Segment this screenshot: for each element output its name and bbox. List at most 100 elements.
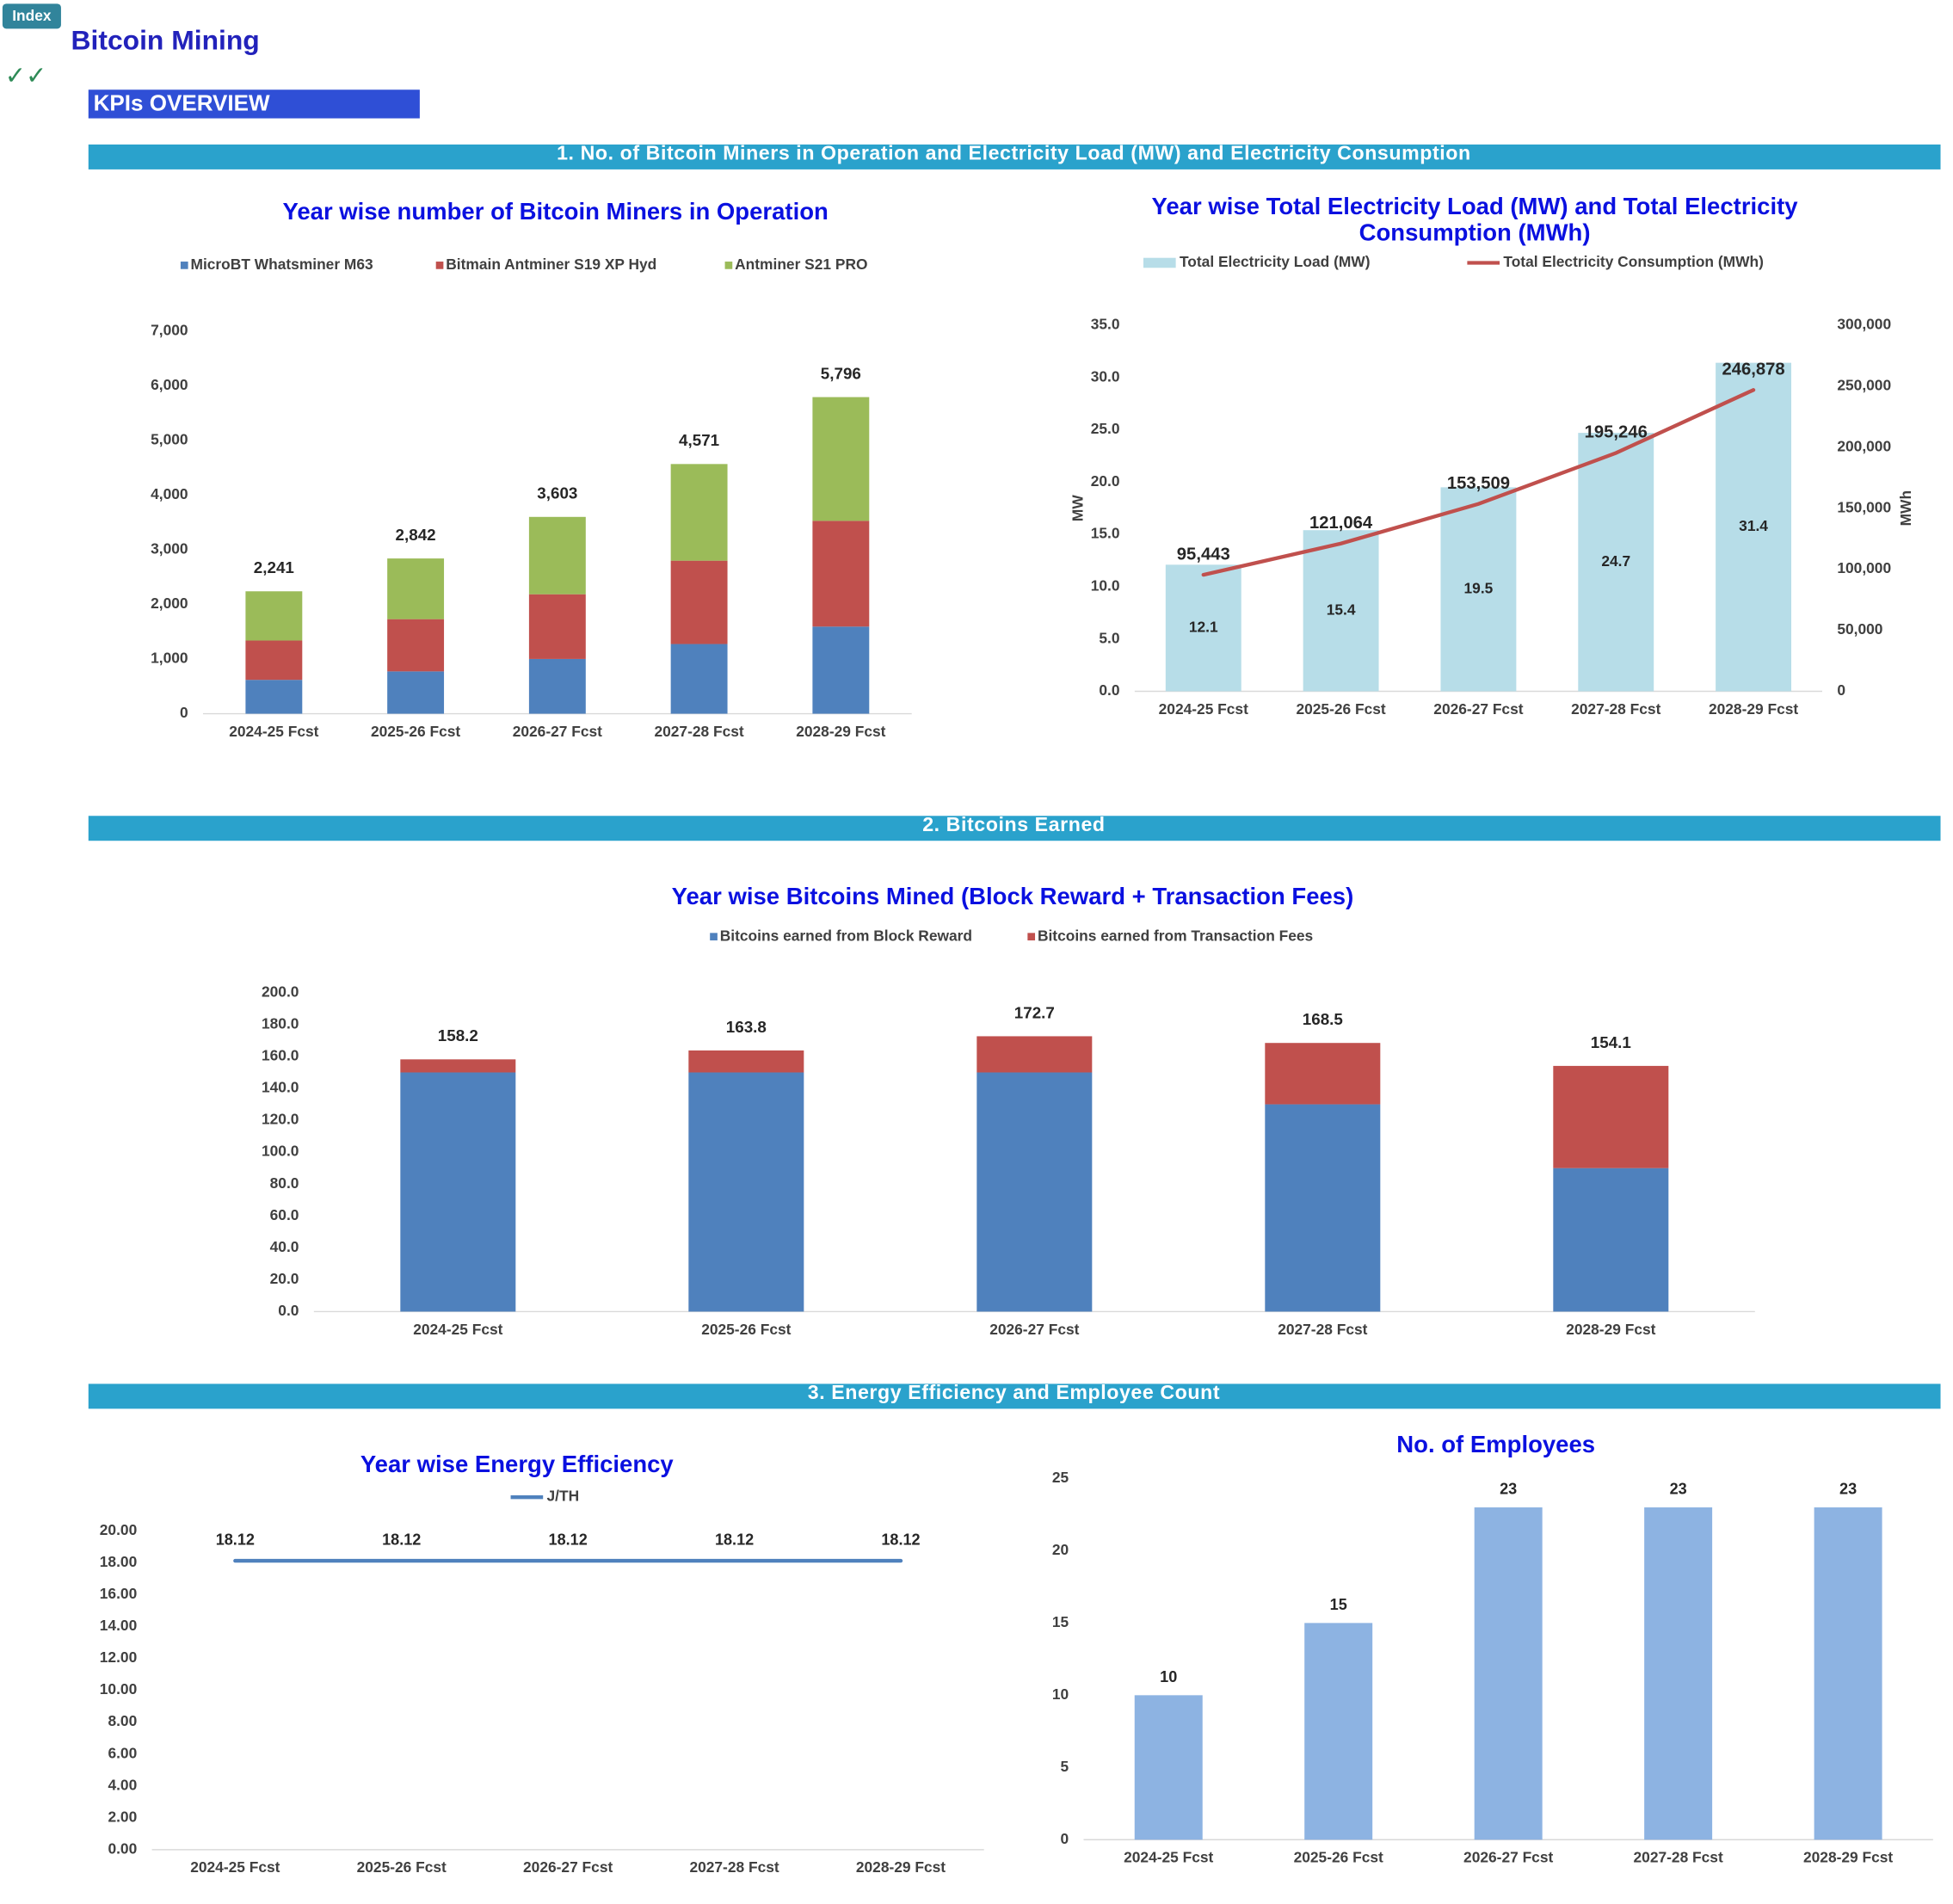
legend-label: Antminer S21 PRO (735, 256, 867, 273)
y-axis-title: MW (1069, 495, 1086, 521)
bar-segment (688, 1050, 804, 1073)
x-tick-label: 2027-28 Fcst (1571, 700, 1660, 718)
total-label: 172.7 (1014, 1003, 1055, 1021)
bar-segment (400, 1072, 516, 1312)
bar (1814, 1507, 1882, 1840)
y-tick-label: 35.0 (1091, 315, 1120, 332)
x-tick-label: 2028-29 Fcst (1803, 1849, 1893, 1866)
y-tick-label: 20.00 (100, 1521, 137, 1538)
chart-title-box: Year wise Bitcoins Mined (Block Reward +… (671, 884, 1354, 911)
y-tick-label: 5 (1060, 1758, 1069, 1775)
chart-title: No. of Employees (1396, 1432, 1596, 1459)
bar-segment (528, 516, 586, 595)
y-tick-label: 4,000 (151, 485, 188, 502)
legend-marker (1143, 257, 1176, 268)
bar-segment (976, 1036, 1093, 1073)
y-tick-label: 10.00 (100, 1680, 137, 1698)
y-tick-label: 20 (1052, 1541, 1069, 1558)
x-tick-label: 2028-29 Fcst (1566, 1321, 1655, 1338)
x-tick-label: 2024-25 Fcst (413, 1321, 502, 1338)
data-label: 95,443 (1177, 545, 1230, 564)
section-title: 1. No. of Bitcoin Miners in Operation an… (557, 142, 1471, 164)
legend-marker (1027, 933, 1036, 941)
data-label: 23 (1839, 1481, 1857, 1498)
chart-title: Year wise Bitcoins Mined (Block Reward +… (671, 884, 1354, 911)
data-label: 31.4 (1739, 517, 1768, 534)
y-tick-label: 60.0 (270, 1206, 299, 1223)
chart-title: Year wise number of Bitcoin Miners in Op… (282, 199, 829, 226)
y-tick-label: 25.0 (1091, 420, 1120, 437)
bar-segment (670, 464, 728, 561)
total-label: 2,842 (396, 526, 436, 544)
line (1201, 388, 1756, 577)
data-label: 18.12 (881, 1531, 920, 1549)
y-tick-label: 8.00 (108, 1712, 137, 1729)
section-bar (88, 1383, 1941, 1409)
data-label: 24.7 (1601, 552, 1630, 570)
legend-label: Total Electricity Load (MW) (1180, 253, 1371, 270)
x-tick-label: 2024-25 Fcst (190, 1858, 280, 1876)
chart-title: Year wise Total Electricity Load (MW) an… (1151, 194, 1798, 247)
bar-segment (812, 397, 870, 521)
bar (1303, 530, 1379, 692)
section-bar (88, 816, 1941, 841)
index-tab-label[interactable]: Index (12, 7, 52, 24)
legend-marker (435, 262, 444, 269)
total-label: 154.1 (1591, 1033, 1631, 1051)
bar-segment (528, 658, 586, 714)
x-tick-label: 2024-25 Fcst (1159, 700, 1248, 718)
total-label: 163.8 (726, 1018, 767, 1036)
x-tick-label: 2024-25 Fcst (229, 723, 318, 740)
bar-segment (400, 1059, 516, 1073)
data-label: 246,878 (1722, 360, 1784, 379)
y-tick-label: 0 (1060, 1830, 1069, 1847)
total-label: 4,571 (679, 431, 719, 449)
legend-label: J/TH (547, 1488, 580, 1505)
data-label: 15.4 (1327, 601, 1356, 618)
bar-segment (670, 560, 728, 644)
bar-segment (688, 1072, 804, 1312)
y-tick-label: 6.00 (108, 1744, 137, 1761)
bar-segment (245, 591, 303, 641)
y-tick-label: 16.00 (100, 1585, 137, 1602)
bar-segment (245, 640, 303, 681)
y-tick-label: 0.00 (108, 1839, 137, 1857)
y-tick-label: 12.00 (100, 1648, 137, 1666)
bar (1578, 433, 1654, 692)
legend-label: Bitmain Antminer S19 XP Hyd (446, 256, 656, 273)
y2-tick-label: 150,000 (1837, 498, 1891, 515)
y-tick-label: 10 (1052, 1685, 1069, 1703)
total-label: 2,241 (254, 558, 294, 576)
y2-axis-title: MWh (1897, 490, 1914, 526)
bar (1134, 1695, 1203, 1840)
section-title: 3. Energy Efficiency and Employee Count (808, 1381, 1220, 1403)
y-tick-label: 10.0 (1091, 576, 1120, 594)
y2-tick-label: 0 (1837, 681, 1845, 699)
y-tick-label: 100.0 (262, 1143, 299, 1160)
y2-tick-label: 300,000 (1837, 315, 1891, 332)
bar-segment (812, 521, 870, 627)
total-label: 158.2 (438, 1026, 478, 1044)
x-tick-label: 2026-27 Fcst (1463, 1849, 1553, 1866)
y2-tick-label: 250,000 (1837, 376, 1891, 393)
x-tick-label: 2025-26 Fcst (357, 1858, 447, 1876)
y-tick-label: 120.0 (262, 1111, 299, 1128)
y-tick-label: 1,000 (151, 650, 188, 667)
y-tick-label: 140.0 (262, 1079, 299, 1096)
y-tick-label: 180.0 (262, 1014, 299, 1032)
bar-segment (976, 1072, 1093, 1312)
bar-segment (1553, 1168, 1669, 1312)
data-label: 18.12 (216, 1531, 255, 1549)
x-tick-label: 2026-27 Fcst (989, 1321, 1079, 1338)
y-tick-label: 4.00 (108, 1776, 137, 1793)
x-tick-label: 2027-28 Fcst (1634, 1849, 1723, 1866)
y-tick-label: 0.0 (1099, 681, 1119, 699)
y-tick-label: 25 (1052, 1469, 1069, 1486)
y-tick-label: 18.00 (100, 1553, 137, 1570)
x-tick-label: 2028-29 Fcst (856, 1858, 946, 1876)
index-tab[interactable] (2, 3, 61, 29)
x-tick-label: 2025-26 Fcst (1296, 700, 1385, 718)
bar (1165, 564, 1241, 692)
data-label: 19.5 (1464, 580, 1494, 597)
y-tick-label: 2,000 (151, 595, 188, 612)
